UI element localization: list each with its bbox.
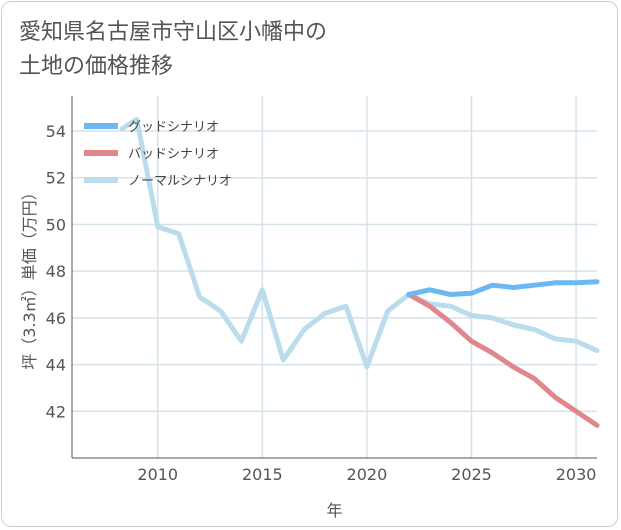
x-axis-title: 年 [326, 501, 342, 520]
y-tick-label: 50 [46, 215, 66, 234]
series-line-2 [406, 292, 600, 428]
grid [72, 96, 597, 458]
y-tick-label: 42 [46, 402, 66, 421]
legend-label: バッドシナリオ [128, 147, 219, 162]
chart-title-line-2: 土地の価格推移 [19, 54, 174, 79]
y-tick-label: 52 [46, 169, 66, 188]
y-tick-label: 54 [46, 122, 66, 141]
chart-title-line-1: 愛知県名古屋市守山区小幡中の [19, 20, 328, 45]
series-line-1 [406, 279, 600, 297]
series [119, 116, 600, 428]
x-tick-label: 2010 [137, 465, 178, 484]
y-tick-label: 48 [46, 262, 66, 281]
legend-label: ノーマルシナリオ [128, 174, 232, 189]
axes: 2010 2015 2020 2025 2030 42 44 46 48 50 52 54 年 坪（3.3… [20, 96, 597, 520]
legend-label: グッドシナリオ [128, 120, 219, 135]
y-tick-label: 46 [46, 309, 66, 328]
y-axis-title: 坪（3.3㎡）単価（万円） [20, 184, 39, 369]
x-tick-label: 2015 [242, 465, 283, 484]
y-tick-label: 44 [46, 356, 66, 375]
x-tick-label: 2025 [451, 465, 492, 484]
series-line-3 [119, 116, 600, 370]
chart-title: 愛知県名古屋市守山区小幡中の 土地の価格推移 [19, 16, 327, 84]
x-tick-label: 2020 [347, 465, 388, 484]
x-tick-label: 2030 [556, 465, 597, 484]
